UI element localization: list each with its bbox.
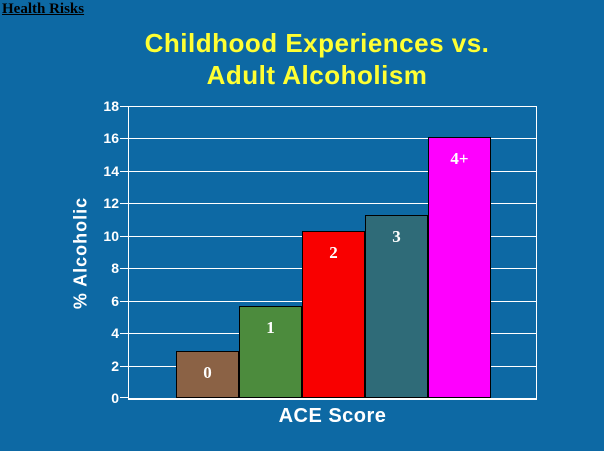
- y-tick-label-16: 16: [103, 130, 119, 147]
- gridline-14: [129, 170, 536, 172]
- bar-4plus: 4+: [428, 137, 491, 398]
- bar-1: 1: [239, 306, 302, 398]
- y-tick-mark-4: [120, 333, 128, 335]
- y-tick-mark-14: [120, 170, 128, 172]
- bar-label-0: 0: [203, 363, 212, 382]
- gridline-16: [129, 138, 536, 140]
- y-tick-mark-16: [120, 138, 128, 140]
- y-tick-label-2: 2: [111, 357, 119, 374]
- y-tick-label-8: 8: [111, 260, 119, 277]
- gridline-18: [129, 106, 536, 107]
- chart-title-line2: Adult Alcoholism: [206, 60, 428, 90]
- health-risks-link[interactable]: Health Risks: [2, 1, 85, 17]
- y-tick-mark-8: [120, 268, 128, 270]
- y-tick-label-6: 6: [111, 292, 119, 309]
- y-tick-mark-18: [120, 106, 128, 107]
- y-tick-label-10: 10: [103, 227, 119, 244]
- x-axis-title: ACE Score: [278, 405, 387, 427]
- bar-3: 3: [365, 215, 428, 398]
- bar-label-3: 3: [392, 227, 401, 246]
- y-tick-label-4: 4: [111, 325, 119, 342]
- chart-title-line1: Childhood Experiences vs.: [144, 28, 490, 58]
- bar-label-1: 1: [266, 318, 275, 337]
- chart-title: Childhood Experiences vs. Adult Alcoholi…: [30, 27, 604, 91]
- y-tick-label-14: 14: [103, 162, 119, 179]
- gridline-12: [129, 203, 536, 205]
- y-tick-mark-2: [120, 365, 128, 367]
- y-tick-label-18: 18: [103, 98, 119, 114]
- y-tick-mark-10: [120, 235, 128, 237]
- y-tick-mark-6: [120, 300, 128, 302]
- bar-label-2: 2: [329, 243, 338, 262]
- bar-label-4plus: 4+: [450, 149, 469, 168]
- y-tick-label-12: 12: [103, 195, 119, 212]
- plot-area: 0 2 4 6 8 10 12 14 16 18 0 1 2 3 4+: [103, 98, 537, 406]
- y-tick-label-0: 0: [111, 390, 119, 406]
- bar-2: 2: [302, 231, 365, 398]
- bar-0: 0: [176, 351, 239, 398]
- y-tick-mark-0: [120, 397, 128, 398]
- y-tick-mark-12: [120, 203, 128, 205]
